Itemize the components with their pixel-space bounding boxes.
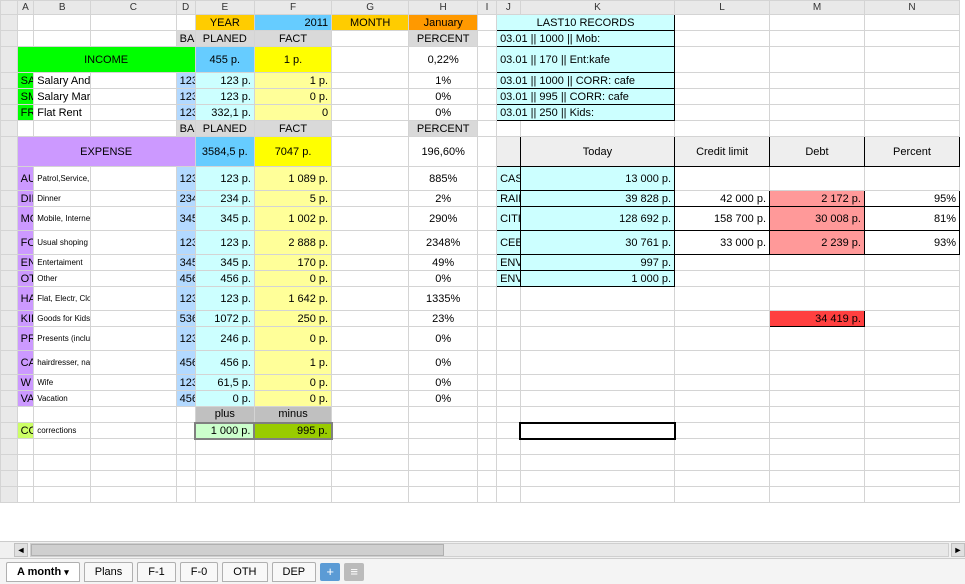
active-cell[interactable] — [520, 423, 674, 439]
grid[interactable]: ABCDEFGHIJKLMN YEAR2011MONTHJanuaryLAST1… — [0, 0, 960, 503]
col-header-G[interactable]: G — [332, 1, 409, 15]
sheet-tab-f-1[interactable]: F-1 — [137, 562, 176, 582]
col-header-I[interactable]: I — [478, 1, 497, 15]
col-header-B[interactable]: B — [34, 1, 91, 15]
sheet-tabs: A month▾PlansF-1F-0OTHDEP + ≡ — [0, 558, 965, 584]
select-all[interactable] — [1, 1, 18, 15]
tab-dropdown-icon[interactable]: ▾ — [64, 567, 69, 577]
scroll-left-icon[interactable]: ◄ — [14, 543, 28, 557]
col-header-L[interactable]: L — [675, 1, 770, 15]
sheet-tab-a-month[interactable]: A month▾ — [6, 562, 80, 582]
add-sheet-button[interactable]: + — [320, 563, 340, 581]
scrollbar-thumb[interactable] — [31, 544, 444, 556]
col-header-M[interactable]: M — [770, 1, 865, 15]
col-header-H[interactable]: H — [409, 1, 478, 15]
sheet-list-button[interactable]: ≡ — [344, 563, 364, 581]
sheet-tab-f-0[interactable]: F-0 — [180, 562, 219, 582]
sheet-tab-dep[interactable]: DEP — [272, 562, 317, 582]
col-header-F[interactable]: F — [254, 1, 331, 15]
horizontal-scrollbar[interactable]: ◄ ► — [0, 541, 965, 558]
col-header-K[interactable]: K — [520, 1, 674, 15]
col-header-C[interactable]: C — [91, 1, 176, 15]
col-header-E[interactable]: E — [195, 1, 254, 15]
scroll-right-icon[interactable]: ► — [951, 543, 965, 557]
sheet-tab-oth[interactable]: OTH — [222, 562, 267, 582]
spreadsheet-area[interactable]: { "cols": ["A","B","C","D","E","F","G","… — [0, 0, 965, 541]
col-header-D[interactable]: D — [176, 1, 195, 15]
sheet-tab-plans[interactable]: Plans — [84, 562, 134, 582]
scrollbar-track[interactable] — [30, 543, 949, 557]
col-header-A[interactable]: A — [17, 1, 34, 15]
col-header-J[interactable]: J — [497, 1, 521, 15]
col-header-N[interactable]: N — [864, 1, 959, 15]
